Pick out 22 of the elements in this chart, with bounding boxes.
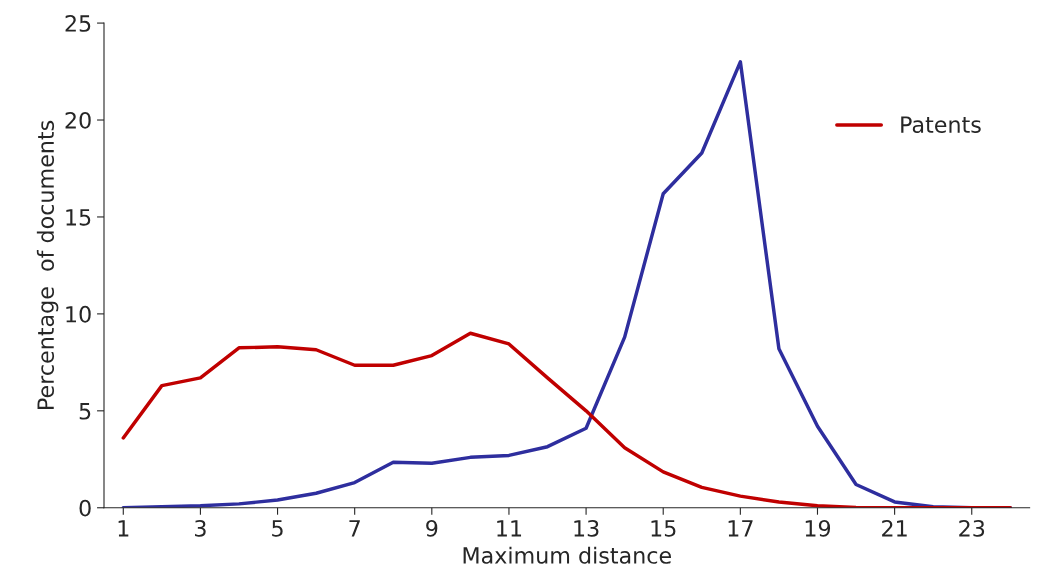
y-tick-label: 20 [65, 111, 91, 129]
x-tick-label: 11 [497, 520, 522, 537]
x-tick-label: 1 [118, 520, 129, 537]
x-tick-label: 17 [728, 520, 753, 537]
line-series [121, 331, 1013, 508]
legend-label: Patents [901, 116, 981, 133]
x-tick-label: 9 [426, 519, 438, 537]
y-axis-title: Percentage of documents [36, 120, 59, 409]
x-tick-label: 7 [349, 520, 360, 537]
x-tick-label: 5 [272, 520, 283, 537]
x-tick-label: 21 [882, 519, 907, 537]
y-tick-label: 0 [79, 499, 91, 517]
x-axis-title: Maximum distance [463, 546, 671, 564]
y-tick-label: 25 [65, 15, 91, 32]
y-tick-label: 10 [66, 305, 91, 323]
x-tick-label: 13 [574, 519, 599, 537]
y-tick-label: 5 [79, 403, 91, 420]
x-tick-label: 23 [959, 519, 985, 537]
y-tick-label: 15 [66, 209, 91, 226]
x-tick-label: 3 [195, 519, 206, 537]
x-tick-label: 19 [805, 519, 831, 537]
x-tick-label: 15 [651, 520, 676, 537]
